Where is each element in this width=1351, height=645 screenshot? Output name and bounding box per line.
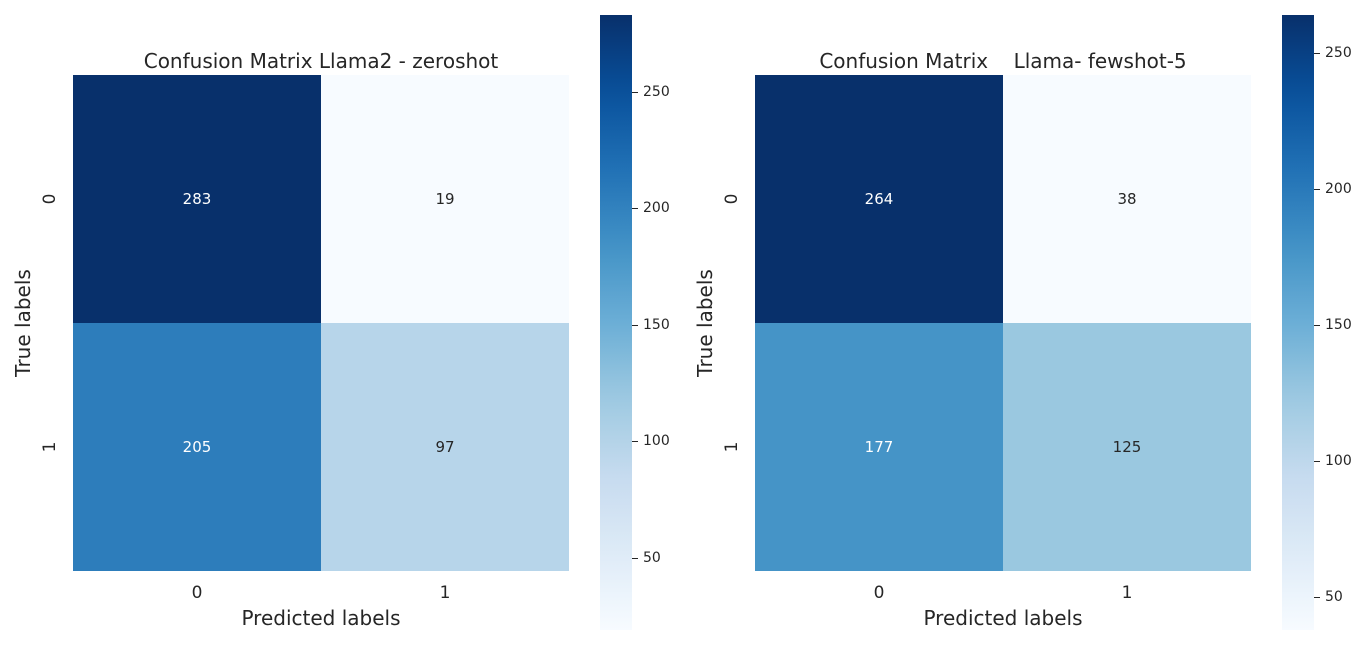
heatmap-grid: 283 19 205 97: [73, 75, 569, 571]
colorbar-tick-label: 200: [1325, 181, 1351, 198]
colorbar-tick: [1314, 325, 1320, 327]
colorbar-tick: [632, 91, 638, 93]
heatmap-cell: 177: [755, 323, 1003, 571]
y-axis-label: True labels: [693, 269, 717, 377]
chart-title: Confusion Matrix Llama- fewshot-5: [819, 49, 1187, 73]
colorbar-tick-label: 250: [1325, 45, 1351, 62]
colorbar-tick-label: 150: [1325, 317, 1351, 334]
x-tick-label: 1: [439, 583, 451, 603]
x-tick-label: 1: [1121, 583, 1133, 603]
colorbar-tick-label: 100: [1325, 453, 1351, 470]
colorbar-tick: [1314, 189, 1320, 191]
cell-value-label: 38: [1117, 190, 1137, 208]
heatmap-cell: 97: [321, 323, 569, 571]
x-axis-label: Predicted labels: [241, 606, 401, 630]
chart-title: Confusion Matrix Llama2 - zeroshot: [143, 49, 499, 73]
colorbar-tick: [1314, 597, 1320, 599]
cell-value-label: 283: [182, 190, 212, 208]
heatmap-cell: 125: [1003, 323, 1251, 571]
heatmap-grid: 264 38 177 125: [755, 75, 1251, 571]
colorbar-tick: [1314, 53, 1320, 55]
heatmap-cell: 38: [1003, 75, 1251, 323]
heatmap-cell: 264: [755, 75, 1003, 323]
colorbar-tick-label: 100: [643, 433, 670, 450]
heatmap-cell: 19: [321, 75, 569, 323]
cell-value-label: 205: [182, 438, 212, 456]
colorbar: [600, 15, 632, 630]
colorbar-tick-label: 200: [643, 200, 670, 217]
heatmap-cell: 205: [73, 323, 321, 571]
y-tick-label: 1: [722, 441, 742, 453]
cell-value-label: 177: [864, 438, 894, 456]
colorbar-tick-label: 50: [643, 549, 661, 566]
cell-value-label: 125: [1112, 438, 1142, 456]
cell-value-label: 19: [435, 190, 455, 208]
x-axis-label: Predicted labels: [923, 606, 1083, 630]
colorbar-tick-label: 50: [1325, 589, 1343, 606]
x-tick-label: 0: [191, 583, 203, 603]
colorbar: [1282, 15, 1314, 630]
colorbar-tick-label: 150: [643, 316, 670, 333]
colorbar-tick-label: 250: [643, 83, 670, 100]
colorbar-tick: [632, 441, 638, 443]
y-tick-label: 0: [722, 193, 742, 205]
colorbar-tick: [632, 208, 638, 210]
cell-value-label: 97: [435, 438, 455, 456]
colorbar-tick: [632, 557, 638, 559]
heatmap-cell: 283: [73, 75, 321, 323]
colorbar-tick: [1314, 461, 1320, 463]
x-tick-label: 0: [873, 583, 885, 603]
colorbar-tick: [632, 324, 638, 326]
cell-value-label: 264: [864, 190, 894, 208]
